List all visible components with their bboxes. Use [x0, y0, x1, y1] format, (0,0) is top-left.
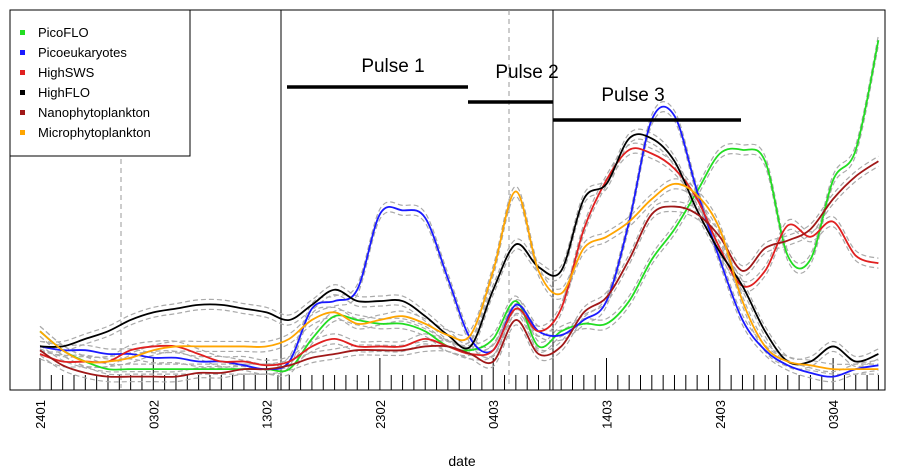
series-line — [39, 160, 879, 378]
annotation: Pulse 2 — [495, 62, 558, 83]
confidence-band — [39, 155, 879, 373]
x-tick-label: 0302 — [146, 400, 161, 429]
x-tick-label: 2403 — [713, 400, 728, 429]
series-line — [39, 40, 880, 373]
annotation: Pulse 3 — [601, 85, 664, 106]
confidence-band — [39, 165, 879, 383]
series-line — [39, 133, 879, 366]
x-tick-label: 1403 — [600, 400, 615, 429]
series-line — [39, 147, 879, 367]
legend-swatch — [20, 70, 25, 75]
x-tick-label: 2401 — [33, 400, 48, 429]
confidence-band — [39, 188, 879, 375]
x-tick-label: 0304 — [826, 400, 841, 429]
confidence-band — [39, 142, 879, 361]
x-axis-label: date — [448, 453, 475, 469]
confidence-band — [39, 128, 879, 361]
confidence-band — [39, 45, 880, 377]
legend-swatch — [20, 30, 25, 35]
legend-swatch — [20, 130, 25, 135]
legend-box — [9, 9, 191, 157]
legend-label: Picoeukaryotes — [38, 45, 127, 60]
legend: PicoFLO Picoeukaryotes HighSWS HighFLO Nanop… — [9, 9, 191, 157]
legend-label: HighFLO — [38, 85, 90, 100]
confidence-band — [39, 35, 880, 367]
legend-swatch — [20, 90, 25, 95]
x-tick-label: 2302 — [373, 400, 388, 429]
legend-label: Microphytoplankton — [38, 125, 151, 140]
legend-label: Nanophytoplankton — [38, 105, 150, 120]
confidence-band — [39, 111, 879, 383]
annotation: Pulse 1 — [361, 56, 424, 77]
series-line — [39, 182, 879, 371]
confidence-band — [39, 152, 879, 371]
legend-label: PicoFLO — [38, 25, 89, 40]
legend-swatch — [20, 110, 25, 115]
x-tick-label: 1302 — [260, 400, 275, 429]
legend-swatch — [20, 50, 25, 55]
legend-label: HighSWS — [38, 65, 95, 80]
series-line — [39, 105, 879, 378]
x-tick-label: 0403 — [486, 400, 501, 429]
